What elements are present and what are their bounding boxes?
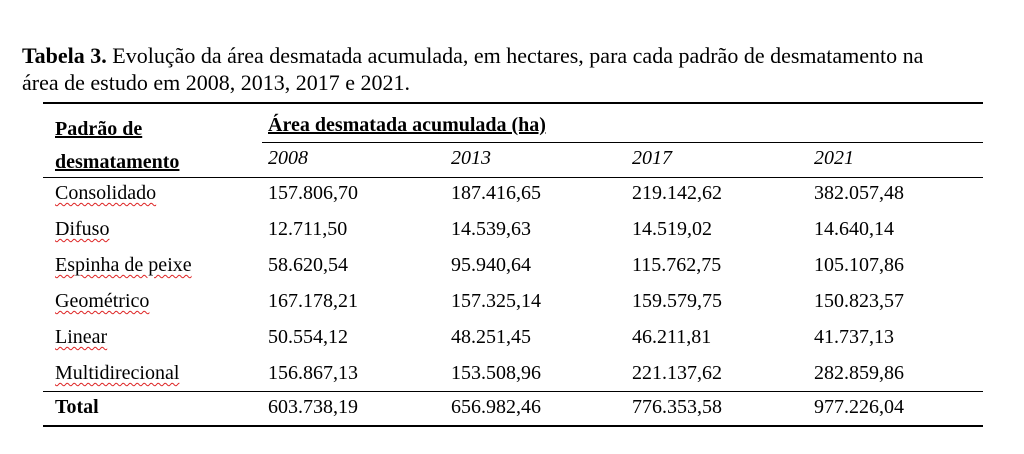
row-label: Multidirecional [55,362,180,384]
cell-value: 46.211,81 [632,326,712,348]
caption-label: Tabela 3. [22,43,107,68]
cell-value: 150.823,57 [814,290,904,312]
total-value: 656.982,46 [451,396,541,418]
cell-value: 219.142,62 [632,182,722,204]
row-label: Difuso [55,218,110,240]
row-label: Geométrico [55,290,150,312]
cell-value: 382.057,48 [814,182,904,204]
row-label: Linear [55,326,108,348]
cell-value: 221.137,62 [632,362,722,384]
cell-value: 167.178,21 [268,290,358,312]
total-value: 977.226,04 [814,396,904,418]
year-header: 2008 [268,147,308,169]
total-value: 603.738,19 [268,396,358,418]
top-rule [43,102,983,104]
cell-value: 157.325,14 [451,290,541,312]
cell-value: 48.251,45 [451,326,531,348]
cell-value: 105.107,86 [814,254,904,276]
cell-value: 14.640,14 [814,218,894,240]
caption-text: Evolução da área desmatada acumulada, em… [22,43,924,95]
row-header: Padrão de desmatamento [55,118,180,173]
cell-value: 12.711,50 [268,218,348,240]
cell-value: 95.940,64 [451,254,531,276]
total-value: 776.353,58 [632,396,722,418]
cell-value: 153.508,96 [451,362,541,384]
cell-value: 58.620,54 [268,254,348,276]
year-header: 2013 [451,147,491,169]
row-label: Consolidado [55,182,157,204]
header-rule [43,177,983,178]
cell-value: 41.737,13 [814,326,894,348]
bottom-rule [43,425,983,427]
total-label: Total [55,396,99,418]
year-header: 2021 [814,147,854,169]
cell-value: 187.416,65 [451,182,541,204]
cell-value: 14.539,63 [451,218,531,240]
cell-value: 159.579,75 [632,290,722,312]
cell-value: 156.867,13 [268,362,358,384]
year-header: 2017 [632,147,672,169]
cell-value: 115.762,75 [632,254,722,276]
cell-value: 14.519,02 [632,218,712,240]
caption: Tabela 3. Evolução da área desmatada acu… [22,42,932,96]
group-rule [262,142,983,143]
group-header: Área desmatada acumulada (ha) [268,114,546,136]
row-label: Espinha de peixe [55,254,192,276]
total-rule [43,391,983,392]
cell-value: 157.806,70 [268,182,358,204]
cell-value: 50.554,12 [268,326,348,348]
cell-value: 282.859,86 [814,362,904,384]
